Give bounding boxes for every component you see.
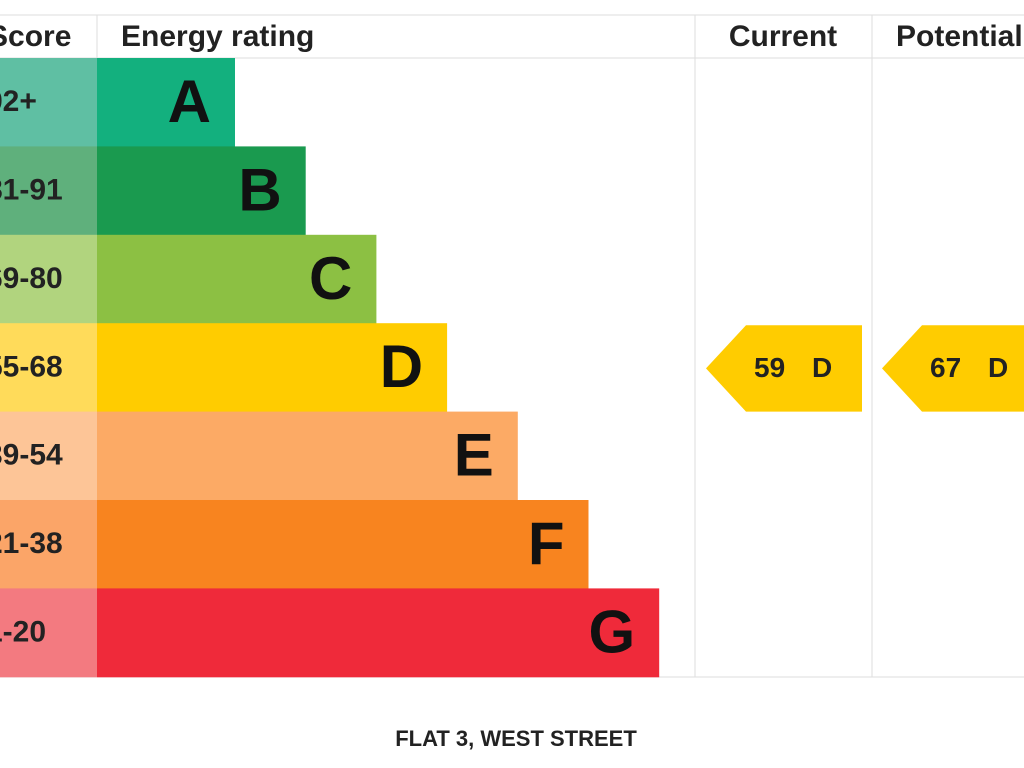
current-letter: D (812, 352, 832, 383)
band-letter: G (589, 598, 636, 665)
band-letter: E (454, 422, 494, 489)
score-cell (0, 588, 97, 678)
potential-header: Potential (896, 20, 1023, 53)
score-range: 81-91 (0, 174, 63, 207)
band-letter: B (238, 156, 281, 223)
rating-bar (97, 58, 235, 147)
rating-bar (97, 411, 518, 501)
potential-arrow (882, 325, 1024, 412)
rating-bar (97, 588, 660, 678)
rating-bar (97, 146, 306, 236)
band-letter: D (380, 333, 423, 400)
score-cell (0, 323, 97, 413)
band-letter: C (309, 245, 352, 312)
score-cell (0, 500, 97, 589)
score-cell (0, 58, 97, 147)
rating-header: Energy rating (121, 20, 314, 53)
score-range: 69-80 (0, 262, 63, 295)
score-range: 92+ (0, 85, 37, 118)
current-header: Current (729, 20, 837, 53)
band-letter: F (528, 510, 565, 577)
potential-value: 67 (930, 352, 961, 383)
rating-bar (97, 234, 377, 324)
current-arrow (706, 325, 862, 412)
score-range: 1-20 (0, 616, 46, 649)
rating-bar (97, 500, 589, 589)
score-range: 55-68 (0, 350, 63, 383)
rating-bar (97, 323, 448, 413)
address: FLAT 3, WEST STREET (395, 726, 637, 751)
score-cell (0, 234, 97, 324)
potential-letter: D (988, 352, 1008, 383)
score-cell (0, 411, 97, 501)
score-header: Score (0, 20, 71, 53)
score-cell (0, 146, 97, 236)
current-value: 59 (754, 352, 785, 383)
score-range: 39-54 (0, 439, 63, 472)
band-letter: A (168, 68, 211, 135)
score-range: 21-38 (0, 527, 63, 560)
